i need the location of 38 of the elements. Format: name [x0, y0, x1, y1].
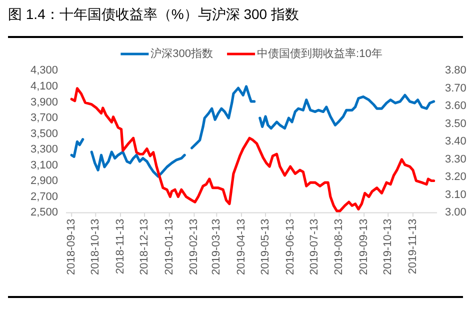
- y-tick-label: 2,700: [30, 190, 58, 203]
- legend-label: 沪深300指数: [150, 47, 214, 60]
- x-tick-label: 2019-09-13: [358, 218, 370, 275]
- x-tick-label: 2019-11-13: [406, 218, 419, 274]
- y-tick-label: 3,100: [30, 159, 58, 172]
- legend-label: 中债国债到期收益率:10年: [257, 47, 382, 60]
- y-tick-label: 2,900: [30, 175, 58, 188]
- y-tick-label: 3,900: [30, 96, 58, 108]
- x-tick-label: 2019-03-13: [210, 218, 223, 275]
- y2-tick-label: 3.70: [445, 82, 466, 94]
- y-tick-label: 3,500: [30, 128, 58, 140]
- y2-tick-label: 3.80: [445, 64, 466, 77]
- y-tick-label: 3,700: [30, 112, 58, 124]
- line-series: [70, 87, 436, 212]
- x-tick-label: 2019-05-13: [260, 218, 272, 275]
- x-tick-label: 2019-04-13: [235, 218, 248, 275]
- x-tick-label: 2019-07-13: [308, 218, 320, 275]
- y2-tick-label: 3.10: [445, 188, 466, 201]
- y2-tick-label: 3.00: [445, 206, 466, 219]
- y2-tick-label: 3.30: [445, 153, 466, 166]
- y-tick-label: 4,300: [30, 64, 58, 77]
- x-tick-label: 2019-10-13: [382, 218, 394, 275]
- x-tick-label: 2019-01-13: [163, 218, 176, 275]
- x-tick-label: 2018-10-13: [90, 218, 102, 275]
- y-tick-label: 3,300: [30, 144, 58, 156]
- y-tick-label: 2,500: [30, 206, 58, 219]
- x-tick-label: 2019-06-13: [284, 218, 296, 275]
- y2-tick-label: 3.60: [445, 100, 466, 112]
- x-tick-label: 2018-09-13: [66, 218, 78, 275]
- x-tick-label: 2018-12-13: [138, 218, 151, 275]
- y2-tick-label: 3.20: [445, 171, 466, 184]
- x-tick-label: 2019-08-13: [333, 218, 346, 275]
- y2-tick-label: 3.50: [445, 118, 466, 130]
- x-tick-label: 2018-11-13: [114, 218, 126, 274]
- y-tick-label: 4,100: [30, 80, 58, 92]
- x-tick-label: 2019-02-13: [188, 218, 200, 275]
- chart-title: 图 1.4：十年国债收益率（%）与沪深 300 指数: [8, 6, 299, 22]
- y2-tick-label: 3.40: [445, 136, 466, 148]
